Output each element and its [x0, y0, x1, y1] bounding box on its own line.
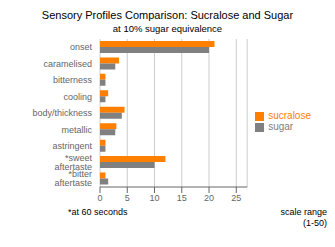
svg-text:body/thickness: body/thickness — [32, 108, 92, 118]
html-text:*at 60 seconds: *at 60 seconds — [68, 207, 128, 217]
html-text:at 10% sugar equivalence: at 10% sugar equivalence — [112, 23, 223, 34]
svg-text:25: 25 — [231, 193, 241, 203]
svg-text:*bitteraftertaste: *bitteraftertaste — [54, 169, 92, 188]
svg-text:metallic: metallic — [61, 125, 92, 135]
svg-text:caramelised: caramelised — [43, 59, 92, 69]
html-text:Sensory Profiles Comparison: S: Sensory Profiles Comparison: Sucralose a… — [41, 9, 294, 21]
html-text:sugar: sugar — [268, 121, 294, 132]
svg-text:0: 0 — [97, 193, 102, 203]
svg-text:onset: onset — [70, 42, 93, 52]
svg-text:10: 10 — [150, 193, 160, 203]
svg-text:astringent: astringent — [52, 141, 92, 151]
svg-text:5: 5 — [125, 193, 130, 203]
svg-text:20: 20 — [204, 193, 214, 203]
html-text:scale range (1-50): scale range (1-50) — [280, 207, 327, 228]
svg-text:bitterness: bitterness — [53, 75, 93, 85]
html-text:sucralose: sucralose — [268, 110, 311, 121]
html-text:aftertaste: aftertaste — [54, 162, 92, 172]
svg-text:cooling: cooling — [63, 92, 92, 102]
html-text:*sweet: *sweet — [65, 153, 92, 163]
svg-text:15: 15 — [177, 193, 187, 203]
